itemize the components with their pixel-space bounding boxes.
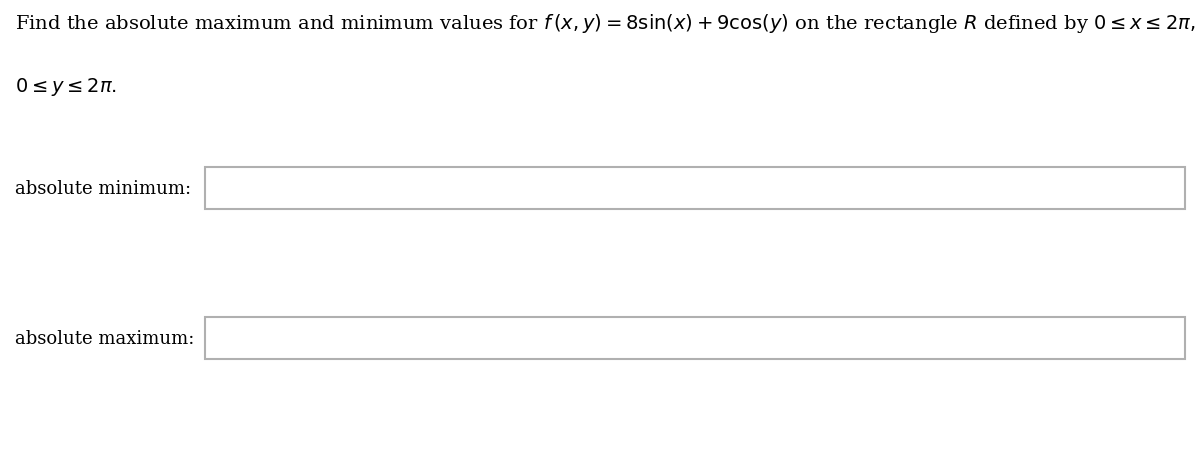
FancyBboxPatch shape [205, 168, 1186, 210]
Text: absolute minimum:: absolute minimum: [14, 180, 191, 198]
Text: absolute maximum:: absolute maximum: [14, 329, 194, 347]
Text: Find the absolute maximum and minimum values for $f\,(x, y) = 8\sin(x) + 9\cos(y: Find the absolute maximum and minimum va… [14, 12, 1195, 35]
FancyBboxPatch shape [205, 317, 1186, 359]
Text: $0 \leq y \leq 2\pi.$: $0 \leq y \leq 2\pi.$ [14, 76, 118, 98]
